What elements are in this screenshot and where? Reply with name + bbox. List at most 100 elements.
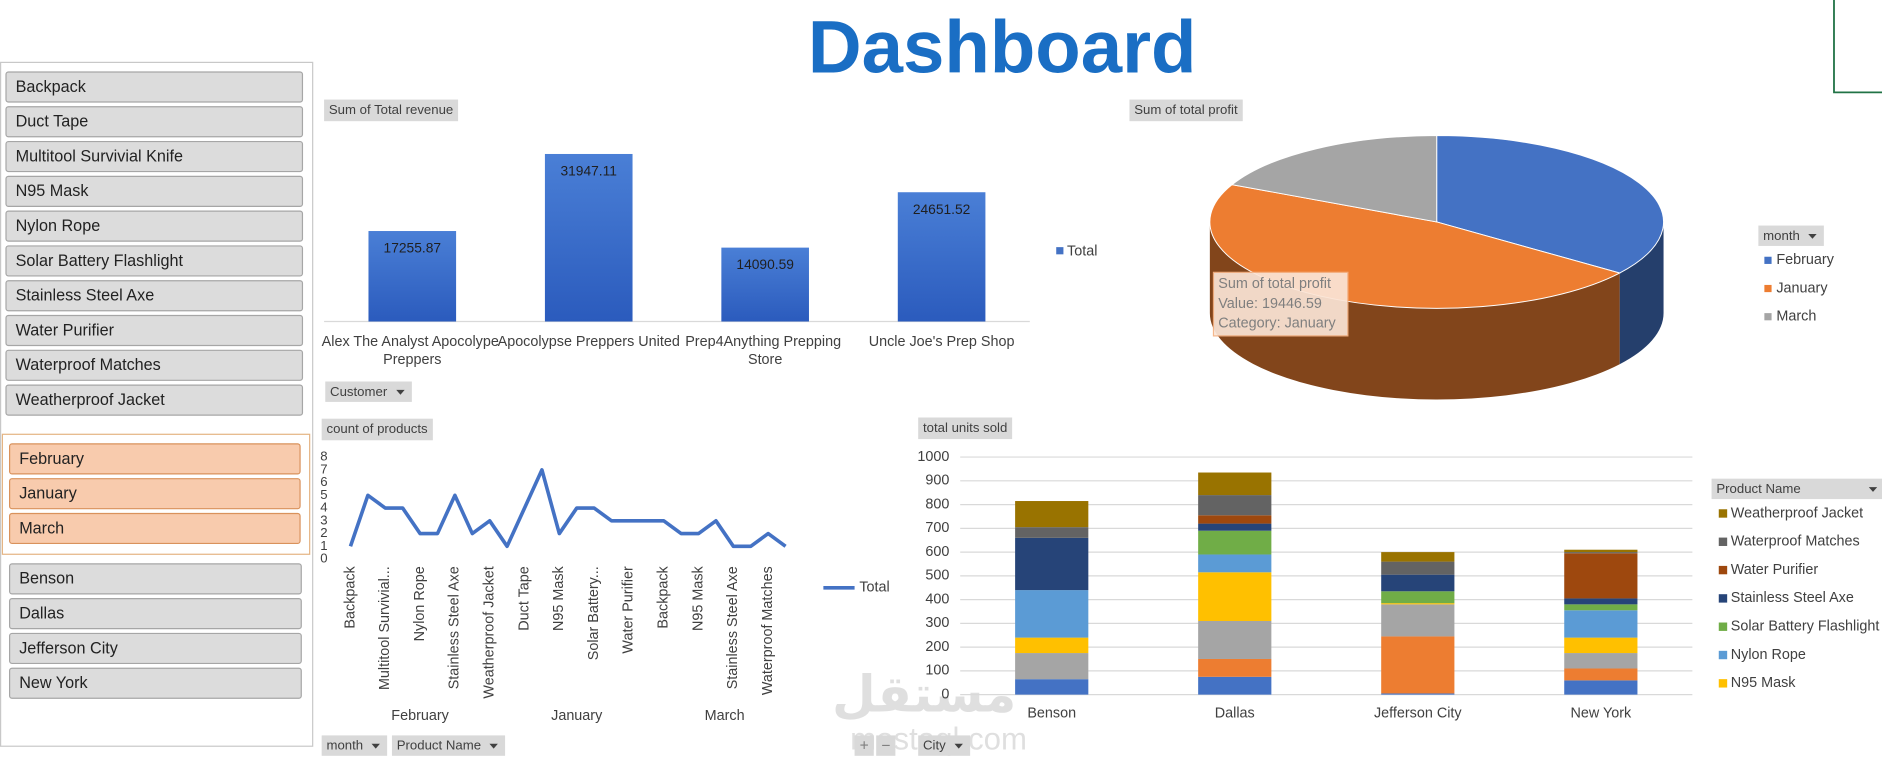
tooltip-line: Value: 19446.59 — [1218, 296, 1322, 312]
filter-button-label: City — [923, 738, 946, 753]
slicer-button-label: New York — [19, 674, 88, 692]
chart-title-box — [1129, 99, 1243, 122]
zoom-button[interactable]: − — [876, 735, 896, 756]
zoom-button[interactable]: + — [854, 735, 874, 756]
bar-segment — [1015, 527, 1089, 538]
filter-button-bg — [391, 735, 506, 756]
slicer-button[interactable]: Weatherproof Jacket — [5, 384, 304, 416]
cell-selection — [1833, 0, 1882, 94]
y-tick-label: 300 — [925, 615, 949, 631]
slicer-button-label: Nylon Rope — [16, 217, 101, 235]
y-tick-label: 800 — [925, 496, 949, 512]
legend-label: January — [1776, 280, 1828, 296]
slicer-button[interactable]: Multitool Survivial Knife — [5, 140, 304, 173]
legend-swatch — [1718, 679, 1728, 688]
slicer-button[interactable]: New York — [9, 667, 302, 699]
legend-swatch — [1764, 313, 1772, 321]
month-slicer-frame — [1, 433, 311, 555]
dropdown-arrow — [1868, 487, 1878, 492]
zoom-button-label: − — [881, 737, 890, 754]
bar-segment — [1381, 591, 1455, 604]
legend-swatch — [1718, 622, 1728, 631]
bar-segment — [1198, 515, 1272, 524]
slicer-button[interactable]: Stainless Steel Axe — [5, 280, 304, 312]
slicer-button[interactable]: N95 Mask — [5, 175, 304, 207]
bar-segment — [1198, 530, 1272, 555]
slicer-button-bg — [5, 210, 304, 242]
x-tick-label: Stainless Steel Axe — [447, 566, 463, 689]
slicer-button-bg — [9, 443, 301, 475]
filter-button[interactable]: month — [1758, 225, 1824, 246]
filter-button[interactable]: City — [918, 735, 971, 756]
slicer-button[interactable]: Benson — [9, 563, 302, 595]
legend-swatch — [1718, 650, 1728, 660]
slicer-button[interactable]: March — [9, 512, 301, 545]
slicer-button[interactable]: Duct Tape — [5, 106, 304, 138]
slicer-button[interactable]: Waterproof Matches — [5, 349, 304, 381]
filter-button-bg — [918, 735, 971, 756]
filter-button-label: month — [326, 738, 363, 753]
x-tick-label: Jefferson City — [1374, 706, 1462, 722]
x-tick-label: Backpack — [342, 565, 358, 628]
slicer-button[interactable]: Solar Battery Flashlight — [5, 245, 304, 277]
slicer-button[interactable]: Dallas — [9, 598, 302, 630]
y-tick-label: 600 — [925, 544, 949, 560]
dropdown-arrow — [371, 743, 380, 749]
slicer-button[interactable]: February — [9, 443, 301, 475]
x-tick-label: Alex The Analyst Apocolype Preppers — [322, 334, 503, 368]
bar-segment — [1564, 552, 1638, 554]
bar-segment — [1381, 561, 1455, 575]
slicer-button-bg — [5, 280, 304, 312]
filter-button-label: month — [1763, 228, 1800, 243]
filter-button[interactable]: Customer — [325, 381, 412, 402]
bar — [721, 247, 809, 322]
slicer-button[interactable]: Jefferson City — [9, 632, 302, 665]
slicer-button-label: Water Purifier — [16, 321, 115, 339]
slicer-button-bg — [9, 563, 302, 595]
slicer-button-label: January — [19, 485, 78, 503]
legend-swatch — [1718, 509, 1728, 518]
y-tick-label: 0 — [320, 551, 327, 566]
filter-button-label: Customer — [330, 384, 388, 399]
slicer-button[interactable]: Backpack — [5, 71, 304, 103]
chart-title: total units sold — [923, 420, 1007, 435]
slicer-button[interactable]: January — [9, 478, 301, 510]
slicer-button-label: Benson — [19, 570, 74, 588]
bar-segment — [1381, 552, 1455, 562]
y-tick-label: 700 — [925, 520, 949, 536]
bar-segment — [1381, 604, 1455, 637]
slicer-button[interactable]: Water Purifier — [5, 314, 304, 347]
bar-segment — [1564, 653, 1638, 669]
x-tick-label: Weatherproof Jacket — [481, 566, 497, 698]
bar-segment — [1564, 553, 1638, 599]
bar-segment — [1015, 653, 1089, 680]
y-tick-label: 1000 — [917, 449, 949, 465]
group-label: January — [551, 708, 603, 724]
slicer-button-label: Duct Tape — [16, 113, 89, 131]
x-tick-label: N95 Mask — [690, 565, 706, 631]
chart-title-box — [321, 418, 433, 441]
legend-label: February — [1776, 252, 1834, 268]
filter-button[interactable]: Product Name — [391, 735, 506, 756]
legend-header[interactable]: Product Name — [1711, 478, 1882, 500]
y-tick-label: 6 — [320, 474, 327, 489]
bar-segment — [1198, 620, 1272, 659]
bar-segment — [1015, 501, 1089, 528]
bar-segment — [1381, 636, 1455, 694]
filter-button[interactable]: month — [321, 735, 388, 756]
dropdown-arrow — [396, 389, 405, 395]
y-tick-label: 4 — [320, 500, 327, 515]
x-tick-label: Uncle Joe's Prep Shop — [869, 334, 1015, 350]
slicer-button-bg — [5, 349, 304, 381]
x-tick-label: Waterproof Matches — [760, 566, 776, 695]
x-tick-label: Backpack — [656, 565, 672, 628]
bar-segment — [1381, 693, 1455, 695]
x-tick-label: Apocolypse Preppers United — [498, 334, 680, 350]
bar — [897, 192, 986, 322]
legend-label: March — [1776, 309, 1816, 325]
slicer-button[interactable]: Nylon Rope — [5, 210, 304, 242]
legend-swatch — [1718, 537, 1728, 546]
x-tick-label: Benson — [1027, 706, 1076, 722]
y-tick-label: 0 — [941, 686, 949, 702]
